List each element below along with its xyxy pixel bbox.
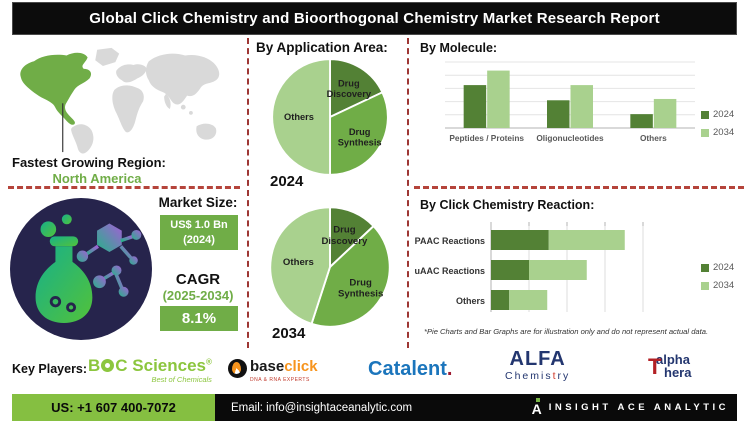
flask-molecule-icon	[35, 214, 142, 323]
email-link[interactable]: Email: info@insightaceanalytic.com	[231, 401, 413, 414]
footer-bar: US: +1 607 400-7072 Email: info@insighta…	[12, 394, 737, 421]
legend-swatch-2024	[701, 110, 709, 119]
legend-item-2034: 2034	[701, 127, 734, 138]
logo-catalent[interactable]: Catalent.	[368, 358, 452, 381]
molecule-legend: 2024 2034	[701, 109, 734, 138]
footer-black-section: Email: info@insightaceanalytic.com A INS…	[215, 394, 737, 421]
application-area-heading: By Application Area:	[256, 40, 388, 55]
legend-swatch-2034	[701, 281, 709, 290]
fastest-growing-region-label: Fastest Growing Region:	[12, 155, 166, 170]
alfa-wordmark: ALFA	[509, 348, 566, 370]
pie-2034-year-label: 2034	[272, 325, 306, 342]
legend-item-2034: 2034	[701, 280, 734, 291]
molecule-bar-chart: Peptides / Proteins Oligonucleotides Other…	[445, 61, 695, 143]
brand-logo[interactable]: A INSIGHT ACE ANALYTIC	[531, 398, 729, 417]
reaction-legend: 2024 2034	[701, 262, 734, 291]
phone-button[interactable]: US: +1 607 400-7072	[12, 394, 215, 421]
svg-text:SPAAC Reactions: SPAAC Reactions	[415, 236, 485, 246]
baseclick-base: base	[250, 358, 285, 375]
boc-globe-icon	[101, 359, 115, 372]
catalent-dot: .	[446, 358, 453, 380]
svg-text:Others: Others	[456, 296, 485, 306]
svg-text:Others: Others	[284, 112, 314, 122]
market-size-value: US$ 1.0 Bn	[170, 218, 228, 231]
legend-label-2034: 2034	[713, 280, 735, 291]
cagr-period: (2025-2034)	[162, 288, 234, 303]
market-size-year: (2024)	[183, 233, 215, 246]
catalent-text: Catalent	[368, 358, 447, 380]
legend-label-2034: 2034	[713, 127, 735, 138]
boc-text: C Sciences	[115, 356, 207, 375]
boc-b: B	[88, 356, 101, 375]
market-size-badge: US$ 1.0 Bn (2024)	[160, 215, 238, 250]
market-size-heading: Market Size:	[158, 195, 238, 210]
alphathera-hera: hera	[664, 365, 692, 380]
reaction-heading: By Click Chemistry Reaction:	[420, 198, 595, 212]
cagr-value-badge: 8.1%	[160, 306, 238, 331]
baseclick-click: click	[284, 358, 318, 375]
insight-ace-icon: A	[531, 398, 542, 417]
logo-baseclick[interactable]: baseclick DNA & RNA EXPERTS	[228, 358, 318, 383]
pie-2024-year-label: 2024	[270, 173, 304, 190]
world-map	[8, 44, 238, 154]
fastest-growing-region-value: North America	[52, 171, 142, 186]
hero-circle	[10, 198, 152, 340]
divider-horizontal-right	[414, 186, 744, 189]
alfa-chemistry-text: Chemistry	[505, 370, 571, 382]
baseclick-tagline: DNA & RNA EXPERTS	[250, 377, 310, 383]
logo-alfa-chemistry[interactable]: ALFA Chemistry	[505, 349, 570, 382]
legend-label-2024: 2024	[713, 109, 735, 120]
cagr-heading: CAGR	[175, 271, 221, 288]
pie-chart-2024: Drug Discovery Drug Synthesis Others	[271, 58, 389, 176]
report-title: Global Click Chemistry and Bioorthogonal…	[12, 2, 737, 35]
alphathera-alpha: alpha	[656, 352, 690, 367]
divider-horizontal-left	[8, 186, 240, 189]
brand-name: INSIGHT ACE ANALYTIC	[548, 402, 729, 413]
pie-chart-2034: Drug Discovery Drug Synthesis Others	[269, 206, 391, 328]
divider-vertical-right	[407, 38, 409, 348]
legend-item-2024: 2024	[701, 109, 734, 120]
chart-disclaimer: *Pie Charts and Bar Graphs are for illus…	[424, 327, 709, 336]
baseclick-icon	[228, 359, 247, 378]
key-players-label: Key Players:	[12, 362, 88, 376]
legend-swatch-2034	[701, 128, 709, 137]
north-america-region	[20, 52, 92, 125]
legend-swatch-2024	[701, 263, 709, 272]
logo-boc-sciences[interactable]: B C Sciences® Best of Chemicals	[88, 356, 212, 384]
divider-vertical-left	[247, 38, 249, 348]
world-map-icon	[20, 47, 220, 154]
svg-text:Oligonucleotides: Oligonucleotides	[536, 133, 604, 143]
legend-label-2024: 2024	[713, 262, 735, 273]
svg-text:CuAAC Reactions: CuAAC Reactions	[415, 266, 485, 276]
alphathera-t: T	[648, 354, 662, 379]
reaction-bar-chart: SPAAC Reactions CuAAC Reactions Others	[415, 222, 644, 312]
logo-alphathera[interactable]: alpha T hera	[642, 352, 722, 384]
svg-text:Others: Others	[640, 133, 667, 143]
svg-text:Peptides / Proteins: Peptides / Proteins	[449, 133, 524, 143]
molecule-heading: By Molecule:	[420, 41, 498, 55]
svg-text:Others: Others	[283, 257, 314, 268]
boc-tagline: Best of Chemicals	[151, 375, 212, 384]
boc-registered-mark: ®	[206, 357, 212, 367]
legend-item-2024: 2024	[701, 262, 734, 273]
